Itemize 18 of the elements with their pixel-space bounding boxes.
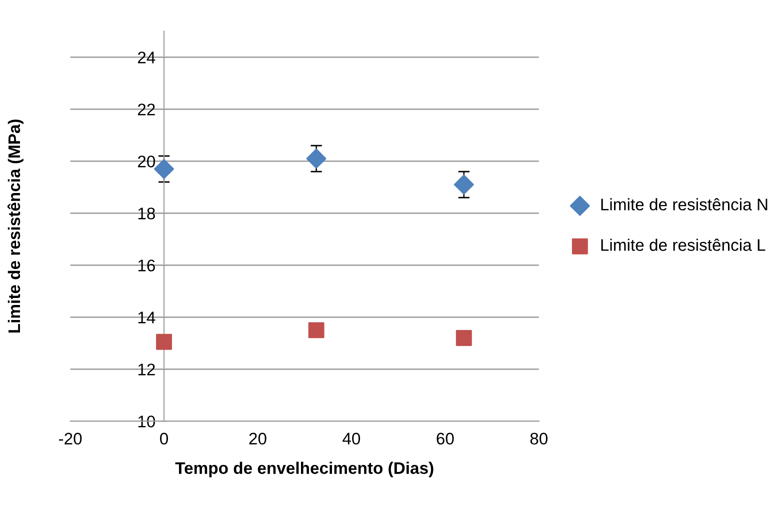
x-tick-label: 20	[249, 432, 266, 445]
x-tick-label: 60	[436, 432, 454, 445]
y-tick-label: 16	[138, 260, 155, 272]
y-tick-label: 22	[138, 104, 155, 116]
y-tick-label: 14	[138, 312, 156, 324]
x-tick-label: 0	[160, 432, 168, 445]
y-axis-title: Limite de resistência (MPa)	[8, 120, 24, 333]
x-axis-title: Tempo de envelhecimento (Dias)	[175, 462, 434, 478]
y-tick-label: 10	[138, 416, 156, 428]
x-tick-label: 80	[530, 432, 548, 445]
y-tick-label: 20	[138, 156, 156, 168]
y-tick-label: 12	[138, 364, 155, 376]
y-tick-label: 18	[138, 208, 155, 220]
legend-label: Limite de resistência N	[601, 198, 768, 210]
legend-label: Limite de resistência L	[601, 238, 766, 251]
x-tick-label: 40	[342, 432, 360, 445]
x-tick-label: -20	[58, 432, 82, 445]
y-tick-label: 24	[138, 52, 156, 64]
